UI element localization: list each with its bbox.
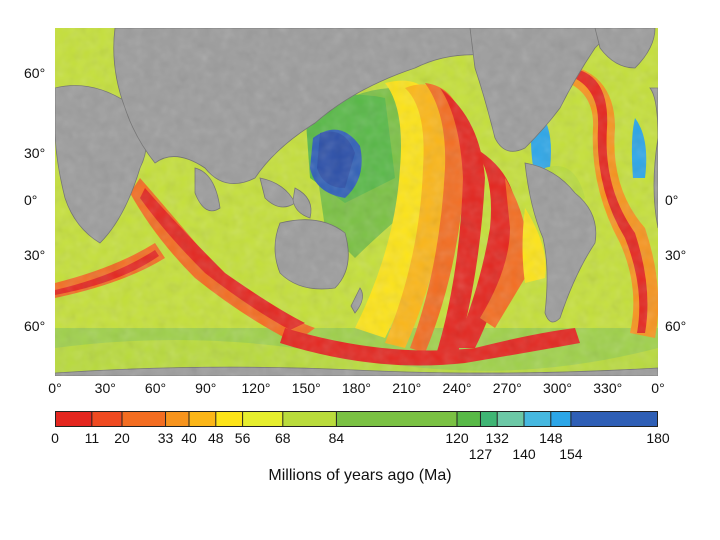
lat-label-0: 0° — [24, 192, 38, 208]
color-band — [91, 411, 122, 427]
color-band — [282, 411, 337, 427]
age-tick-label: 11 — [84, 430, 100, 446]
age-tick-label: 33 — [157, 430, 174, 446]
lon-label: 60° — [144, 380, 167, 396]
lat-label-right-30s: 30° — [665, 247, 687, 263]
lon-label: 240° — [442, 380, 472, 396]
lon-label: 150° — [291, 380, 321, 396]
age-color-bar — [55, 411, 658, 427]
lon-label: 180° — [342, 380, 371, 396]
color-band — [570, 411, 658, 427]
lon-label: 300° — [543, 380, 572, 396]
age-tick-label: 56 — [234, 430, 251, 446]
color-band — [122, 411, 166, 427]
color-band — [497, 411, 524, 427]
color-band — [457, 411, 481, 427]
color-band — [55, 411, 92, 427]
age-tick-label: 132 — [485, 430, 509, 446]
lon-label: 30° — [94, 380, 116, 396]
color-band — [242, 411, 283, 427]
color-band — [189, 411, 216, 427]
color-band — [550, 411, 571, 427]
age-tick-label: 20 — [114, 430, 130, 446]
color-band — [480, 411, 498, 427]
age-tick-label: 0 — [51, 430, 59, 446]
age-tick-label-lower: 154 — [559, 446, 583, 462]
age-tick-label: 48 — [208, 430, 224, 446]
lat-label-right-0: 0° — [665, 192, 679, 208]
color-band — [215, 411, 243, 427]
lon-label: 0° — [48, 380, 62, 396]
lon-label: 270° — [492, 380, 522, 396]
seafloor-age-map — [55, 28, 658, 376]
lon-label: 330° — [593, 380, 623, 396]
color-band — [524, 411, 551, 427]
lon-label: 0° — [651, 380, 665, 396]
color-bar-frame — [55, 411, 658, 427]
age-tick-label: 120 — [445, 430, 469, 446]
age-tick-label-lower: 140 — [512, 446, 536, 462]
lon-label: 120° — [241, 380, 271, 396]
color-band — [336, 411, 457, 427]
lat-label-right-60s: 60° — [665, 318, 687, 334]
age-tick-label: 68 — [275, 430, 291, 446]
age-tick-label: 148 — [539, 430, 563, 446]
lat-label-30s: 30° — [24, 247, 46, 263]
legend-caption: Millions of years ago (Ma) — [268, 467, 452, 484]
age-tick-label: 180 — [646, 430, 670, 446]
age-tick-label: 84 — [328, 430, 345, 446]
lat-label-60n: 60° — [24, 65, 46, 81]
lon-label: 210° — [392, 380, 422, 396]
age-tick-label-lower: 127 — [468, 446, 493, 462]
age-tick-label: 40 — [181, 430, 197, 446]
lat-label-30n: 30° — [24, 145, 46, 161]
color-band — [165, 411, 189, 427]
lon-label: 90° — [195, 380, 217, 396]
lat-label-60s: 60° — [24, 318, 46, 334]
